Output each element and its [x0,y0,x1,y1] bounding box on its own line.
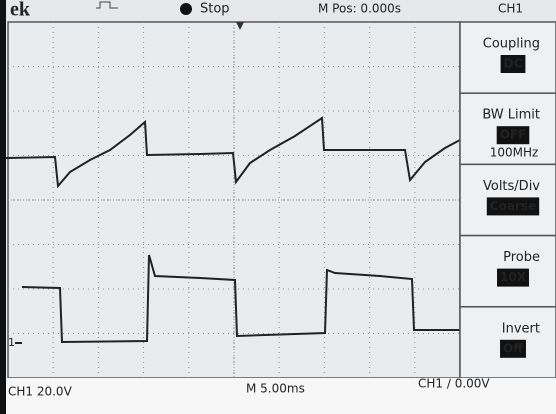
waveform-1 [7,116,461,189]
menu-label: BW Limit [482,108,540,123]
menu-value-bg [500,55,526,73]
menu-value: DC [504,57,523,71]
position: M Pos: 0.000s [318,2,401,16]
menu-label: Invert [502,321,540,336]
menu-label: Coupling [483,37,540,52]
status: Stop [200,2,230,17]
menu-value: 10X [500,270,527,284]
menu-value-bg [486,197,540,216]
menu-value-bg [496,126,530,145]
menu-value: OFF [500,128,527,142]
logo: ek [10,0,31,21]
stop-icon [180,3,192,15]
menu-value-bg [500,339,526,358]
menu-value: Off [503,341,523,355]
top-bar [0,0,556,22]
trigger-icon [96,1,118,9]
menu-label: Volts/Div [483,179,540,194]
menu-label: Probe [503,250,540,265]
menu-value-bg [497,268,529,287]
channel-marker: 1 [8,336,15,349]
ch1-scale: CH1 20.0V [8,385,73,399]
bezel [0,0,6,414]
menu-value: Coarse [490,199,536,213]
trigger-position [236,22,244,30]
trigger: CH1 ∕ 0.00V [418,377,490,391]
waveform-2 [21,254,460,344]
bottom-bar [6,378,556,414]
menu: Coupling DC BW Limit OFF 100MHz Volts/Div Coar… [459,21,556,379]
channel: CH1 [498,2,523,16]
timebase: M 5.00ms [246,382,305,396]
menu-extra: 100MHz [490,146,539,160]
